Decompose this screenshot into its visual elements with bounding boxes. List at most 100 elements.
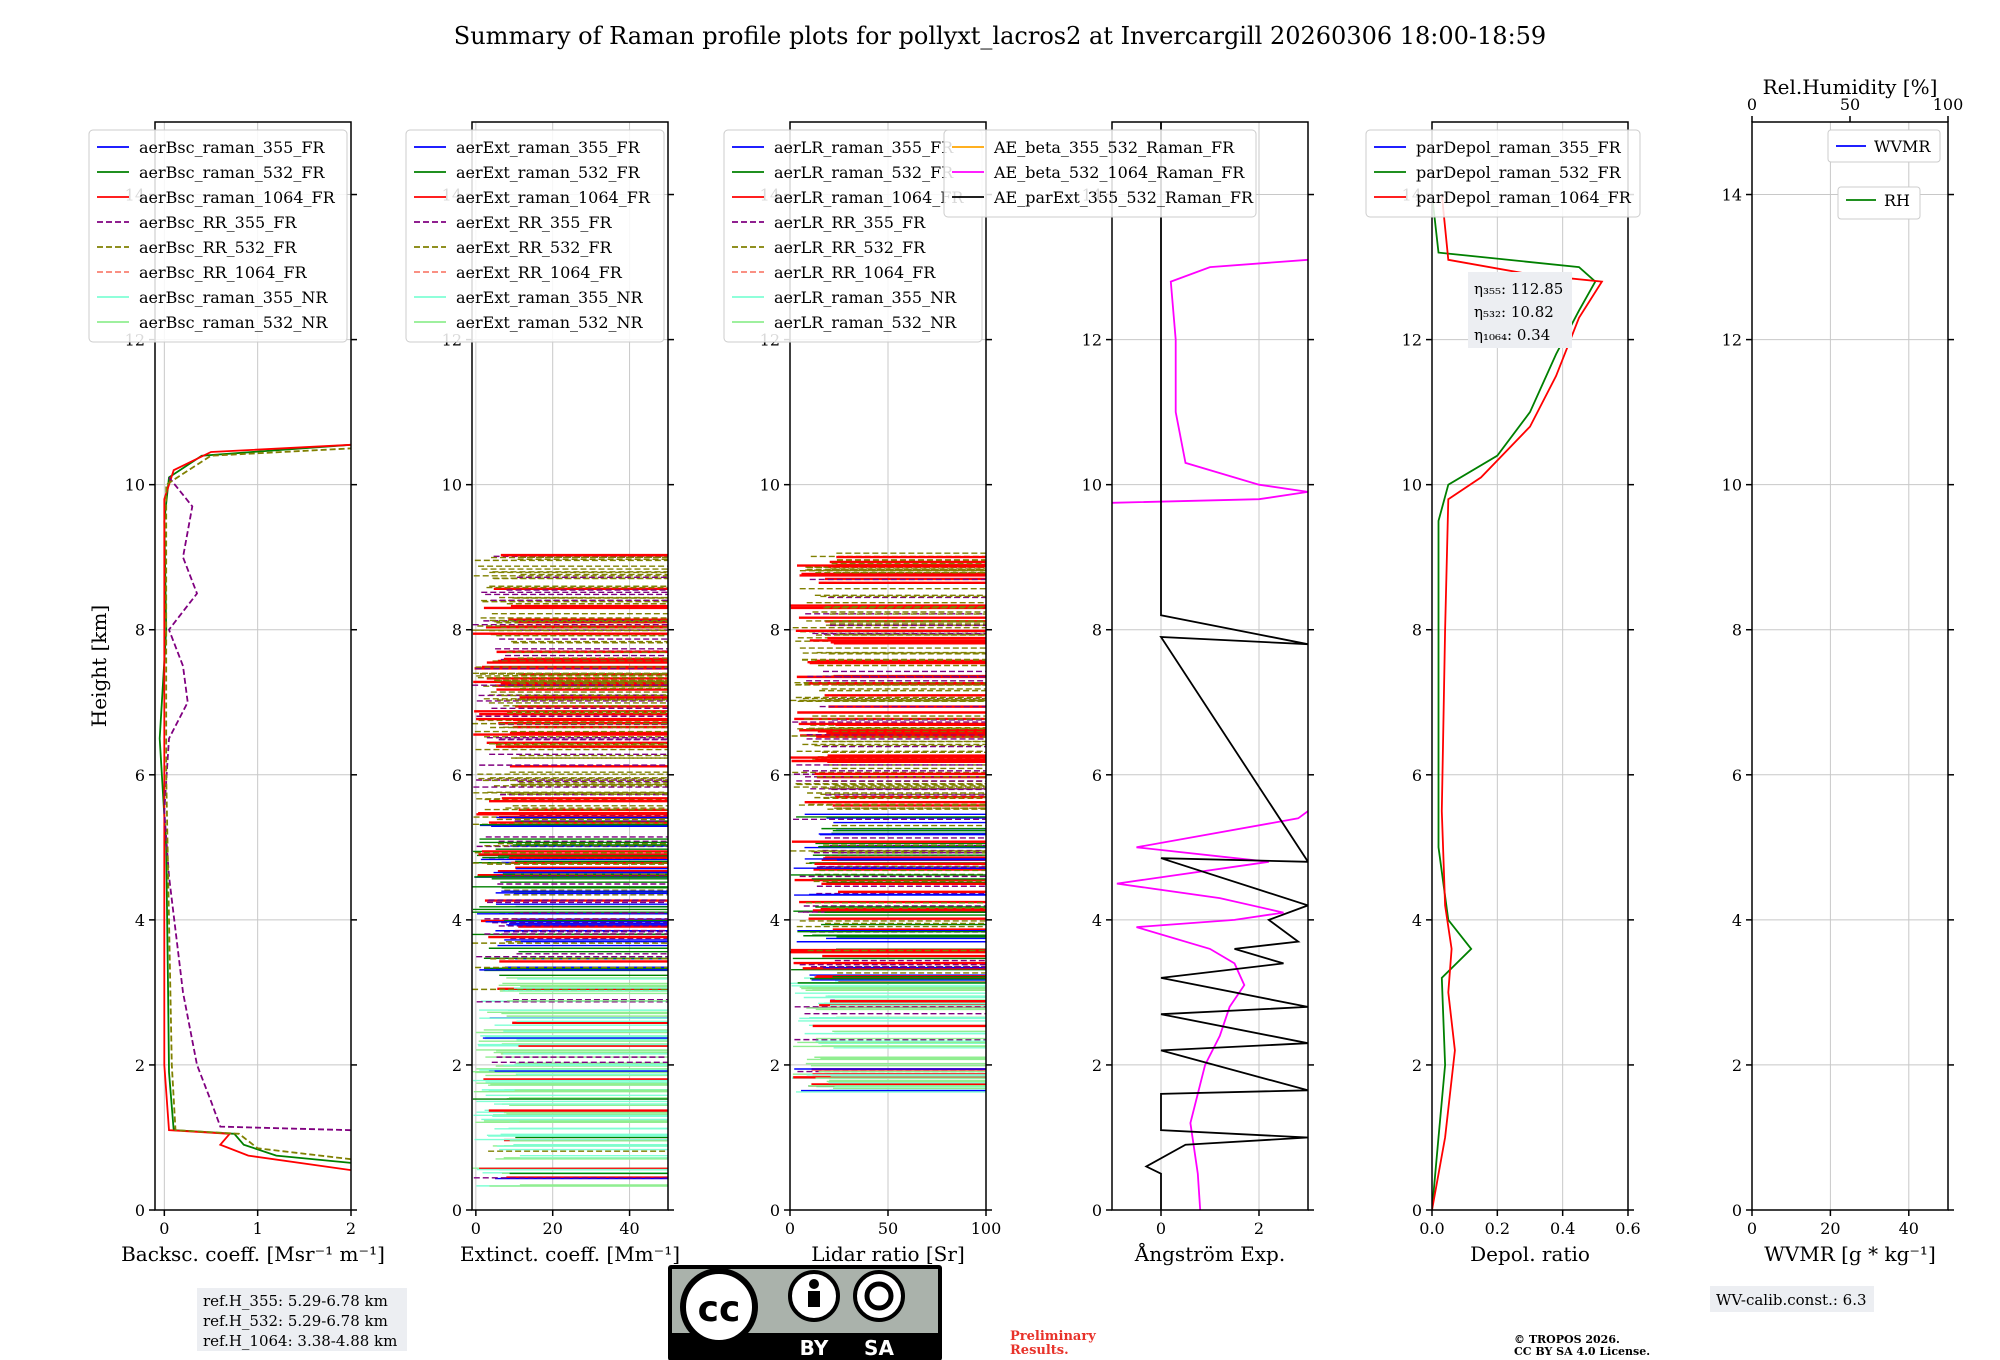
- legend-label: aerBsc_raman_532_NR: [139, 313, 328, 332]
- annotation-line: η₁₀₆₄: 0.34: [1474, 326, 1550, 344]
- cc-by-label: BY: [800, 1336, 829, 1360]
- legend-label: AE_parExt_355_532_Raman_FR: [993, 188, 1254, 207]
- x-tick-label: 40: [619, 1219, 639, 1238]
- panel-ext: 0246810121402040Extinct. coeff. [Mm⁻¹]ae…: [405, 121, 680, 1266]
- legend: AE_beta_355_532_Raman_FR AE_beta_532_1064…: [943, 129, 1257, 218]
- series-line: [1432, 194, 1604, 1210]
- y-tick-label: 10: [1082, 476, 1102, 495]
- x-axis-label: Backsc. coeff. [Msr⁻¹ m⁻¹]: [121, 1242, 385, 1266]
- y-tick-label: 6: [1732, 766, 1742, 785]
- x-tick-label: 20: [543, 1219, 563, 1238]
- annotation-line: η₅₃₂: 10.82: [1474, 303, 1554, 321]
- ref-h-355: ref.H_355: 5.29-6.78 km: [203, 1292, 388, 1310]
- legend-label: RH: [1884, 191, 1910, 210]
- cc-license-badge: cc BY SA: [668, 1265, 942, 1360]
- depol-annotation: η₃₅₅: 112.85 η₅₃₂: 10.82 η₁₀₆₄: 0.34: [1468, 272, 1572, 348]
- y-tick-label: 10: [442, 476, 462, 495]
- legend-label: aerLR_raman_532_NR: [774, 313, 957, 332]
- y-tick-label: 0: [135, 1201, 145, 1220]
- panels: 02468101214012Backsc. coeff. [Msr⁻¹ m⁻¹]…: [88, 75, 1963, 1266]
- series-line: [1112, 258, 1308, 504]
- y-tick-label: 2: [1412, 1056, 1422, 1075]
- legend: parDepol_raman_355_FR parDepol_raman_532_…: [1365, 129, 1641, 218]
- y-tick-label: 4: [770, 911, 780, 930]
- top-x-tick-label: 50: [1840, 95, 1860, 114]
- x-axis-label: WVMR [g * kg⁻¹]: [1764, 1242, 1936, 1266]
- y-tick-label: 8: [1092, 621, 1102, 640]
- legend-label: aerBsc_raman_1064_FR: [139, 188, 336, 207]
- y-tick-label: 6: [452, 766, 462, 785]
- plot-area: [1432, 194, 1604, 1210]
- y-tick-label: 4: [1412, 911, 1422, 930]
- y-tick-label: 0: [452, 1201, 462, 1220]
- legend-label: aerLR_RR_355_FR: [774, 213, 926, 232]
- series-line: [163, 476, 351, 1132]
- series-line: [158, 443, 351, 1164]
- preliminary-line-2: Results.: [1010, 1343, 1069, 1358]
- y-tick-label: 0: [1732, 1201, 1742, 1220]
- legend-label: aerBsc_RR_1064_FR: [139, 263, 308, 282]
- legend-label: aerExt_raman_355_FR: [456, 138, 641, 157]
- legend: aerLR_raman_355_FR aerLR_raman_532_FR aerL…: [723, 129, 983, 343]
- legend-label: aerExt_RR_532_FR: [456, 238, 613, 257]
- ref-h-532: ref.H_532: 5.29-6.78 km: [203, 1312, 388, 1330]
- legend-label: aerLR_raman_355_FR: [774, 138, 954, 157]
- y-tick-label: 8: [135, 621, 145, 640]
- annotation-line: η₃₅₅: 112.85: [1474, 280, 1563, 298]
- series-line: [1432, 194, 1597, 1210]
- reference-height-box: ref.H_355: 5.29-6.78 km ref.H_532: 5.29-…: [197, 1288, 407, 1351]
- y-tick-label: 2: [135, 1056, 145, 1075]
- legend-label: WVMR: [1874, 137, 1931, 156]
- legend-label: aerBsc_raman_532_FR: [139, 163, 325, 182]
- axes-frame: [154, 121, 352, 1211]
- y-tick-label: 4: [1732, 911, 1742, 930]
- y-tick-label: 10: [1722, 476, 1742, 495]
- x-tick-label: 0: [471, 1219, 481, 1238]
- y-tick-label: 4: [135, 911, 145, 930]
- x-tick-label: 20: [1820, 1219, 1840, 1238]
- y-tick-label: 8: [452, 621, 462, 640]
- legend-label: aerExt_raman_1064_FR: [456, 188, 651, 207]
- x-axis-label: Ångström Exp.: [1134, 1241, 1285, 1266]
- sa-icon: [853, 1270, 905, 1322]
- x-axis-label: Depol. ratio: [1470, 1242, 1590, 1266]
- y-tick-label: 2: [452, 1056, 462, 1075]
- y-tick-label: 10: [1402, 476, 1422, 495]
- y-tick-label: 0: [770, 1201, 780, 1220]
- top-x-axis-label: Rel.Humidity [%]: [1763, 75, 1938, 99]
- legend-label: aerExt_RR_1064_FR: [456, 263, 623, 282]
- wv-calib-box: WV-calib.const.: 6.3: [1710, 1286, 1874, 1312]
- y-tick-label: 10: [125, 476, 145, 495]
- y-tick-label: 10: [760, 476, 780, 495]
- y-tick-label: 2: [1732, 1056, 1742, 1075]
- legend-label: parDepol_raman_355_FR: [1416, 138, 1622, 157]
- legend-label: parDepol_raman_1064_FR: [1416, 188, 1632, 207]
- legend-label: aerExt_raman_532_FR: [456, 163, 641, 182]
- ref-h-1064: ref.H_1064: 3.38-4.88 km: [203, 1332, 397, 1350]
- series-line: [163, 443, 351, 1171]
- plot-area: [1112, 122, 1308, 1210]
- legend-label: aerBsc_raman_355_NR: [139, 288, 328, 307]
- legend-label: AE_beta_532_1064_Raman_FR: [993, 163, 1245, 182]
- panel-bsc: 02468101214012Backsc. coeff. [Msr⁻¹ m⁻¹]…: [88, 121, 385, 1266]
- plot-area: [472, 553, 668, 1187]
- x-tick-label: 0.0: [1419, 1219, 1444, 1238]
- x-tick-label: 2: [1254, 1219, 1264, 1238]
- y-tick-label: 2: [1092, 1056, 1102, 1075]
- y-tick-label: 8: [770, 621, 780, 640]
- y-tick-label: 8: [1732, 621, 1742, 640]
- legend-label: aerBsc_raman_355_FR: [139, 138, 325, 157]
- legend-label: aerExt_raman_532_NR: [456, 313, 644, 332]
- y-axis-label: Height [km]: [87, 605, 111, 727]
- y-tick-label: 12: [1402, 331, 1422, 350]
- legend-label: aerExt_raman_355_NR: [456, 288, 644, 307]
- legend: WVMR RH: [1827, 129, 1941, 220]
- legend: aerBsc_raman_355_FR aerBsc_raman_532_FRae…: [88, 129, 348, 343]
- x-tick-label: 1: [253, 1219, 263, 1238]
- x-tick-label: 0: [1747, 1219, 1757, 1238]
- axes-frame: [1111, 121, 1309, 1211]
- top-x-tick-label: 0: [1747, 95, 1757, 114]
- legend-label: aerLR_raman_532_FR: [774, 163, 954, 182]
- legend-label: aerBsc_RR_355_FR: [139, 213, 297, 232]
